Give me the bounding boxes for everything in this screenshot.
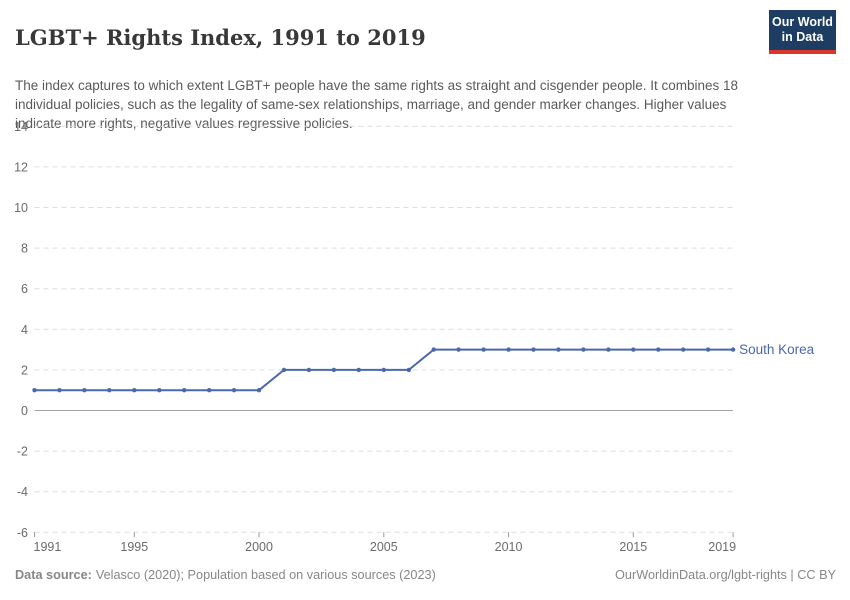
attribution-link: OurWorldinData.org/lgbt-rights | CC BY (615, 568, 836, 582)
owid-logo-line2: in Data (781, 30, 824, 45)
data-point[interactable] (431, 347, 436, 352)
data-point[interactable] (705, 347, 711, 352)
data-point[interactable] (556, 347, 561, 352)
data-point[interactable] (182, 388, 187, 393)
data-point[interactable] (631, 347, 636, 352)
data-point[interactable] (281, 367, 287, 373)
chart-subtitle: The index captures to which extent LGBT+… (15, 77, 739, 131)
y-tick-label: 8 (21, 242, 28, 256)
series-end-label: South Korea (739, 342, 815, 357)
data-point[interactable] (481, 347, 486, 352)
footer: Data source: Velasco (2020); Population b… (15, 568, 836, 582)
y-tick-label: -2 (17, 445, 28, 459)
data-point[interactable] (581, 347, 586, 352)
data-source-label: Data source: (15, 568, 92, 582)
data-point[interactable] (157, 388, 162, 393)
data-point[interactable] (406, 367, 411, 373)
data-point[interactable] (606, 347, 611, 352)
data-point[interactable] (456, 347, 461, 352)
data-point[interactable] (506, 347, 511, 352)
y-tick-label: 2 (21, 363, 28, 377)
chart-title: LGBT+ Rights Index, 1991 to 2019 (15, 25, 426, 51)
data-source-text: Velasco (2020); Population based on vari… (95, 568, 436, 582)
x-tick-label: 2000 (245, 540, 273, 554)
data-point[interactable] (256, 388, 262, 393)
data-point[interactable] (531, 347, 536, 352)
data-point[interactable] (32, 388, 37, 393)
owid-logo-line1: Our World (772, 15, 833, 29)
y-tick-label: 6 (21, 282, 28, 296)
data-point[interactable] (656, 347, 661, 352)
x-tick-label: 1991 (34, 540, 62, 554)
data-point[interactable] (57, 388, 62, 393)
y-tick-label: 12 (14, 160, 28, 174)
data-point[interactable] (356, 367, 361, 373)
data-point[interactable] (107, 388, 112, 393)
x-tick-label: 2019 (708, 540, 736, 554)
data-point[interactable] (306, 367, 312, 373)
data-point[interactable] (331, 367, 337, 373)
data-point[interactable] (681, 347, 686, 352)
data-point[interactable] (82, 388, 87, 393)
y-tick-label: 4 (21, 323, 28, 337)
x-tick-label: 2005 (370, 540, 398, 554)
data-point[interactable] (381, 367, 386, 373)
y-tick-label: 10 (14, 201, 28, 215)
x-tick-label: 1995 (120, 540, 148, 554)
data-point[interactable] (207, 388, 212, 393)
owid-logo: Our World in Data (769, 10, 836, 54)
data-source: Data source: Velasco (2020); Population b… (15, 568, 436, 582)
data-point[interactable] (730, 347, 736, 352)
y-tick-label: -4 (17, 485, 28, 499)
y-tick-label: 0 (21, 404, 28, 418)
y-tick-label: 14 (14, 120, 28, 134)
data-point[interactable] (231, 388, 237, 393)
y-tick-label: -6 (17, 526, 28, 540)
data-point[interactable] (132, 388, 137, 393)
x-tick-label: 2010 (495, 540, 523, 554)
x-tick-label: 2015 (619, 540, 647, 554)
